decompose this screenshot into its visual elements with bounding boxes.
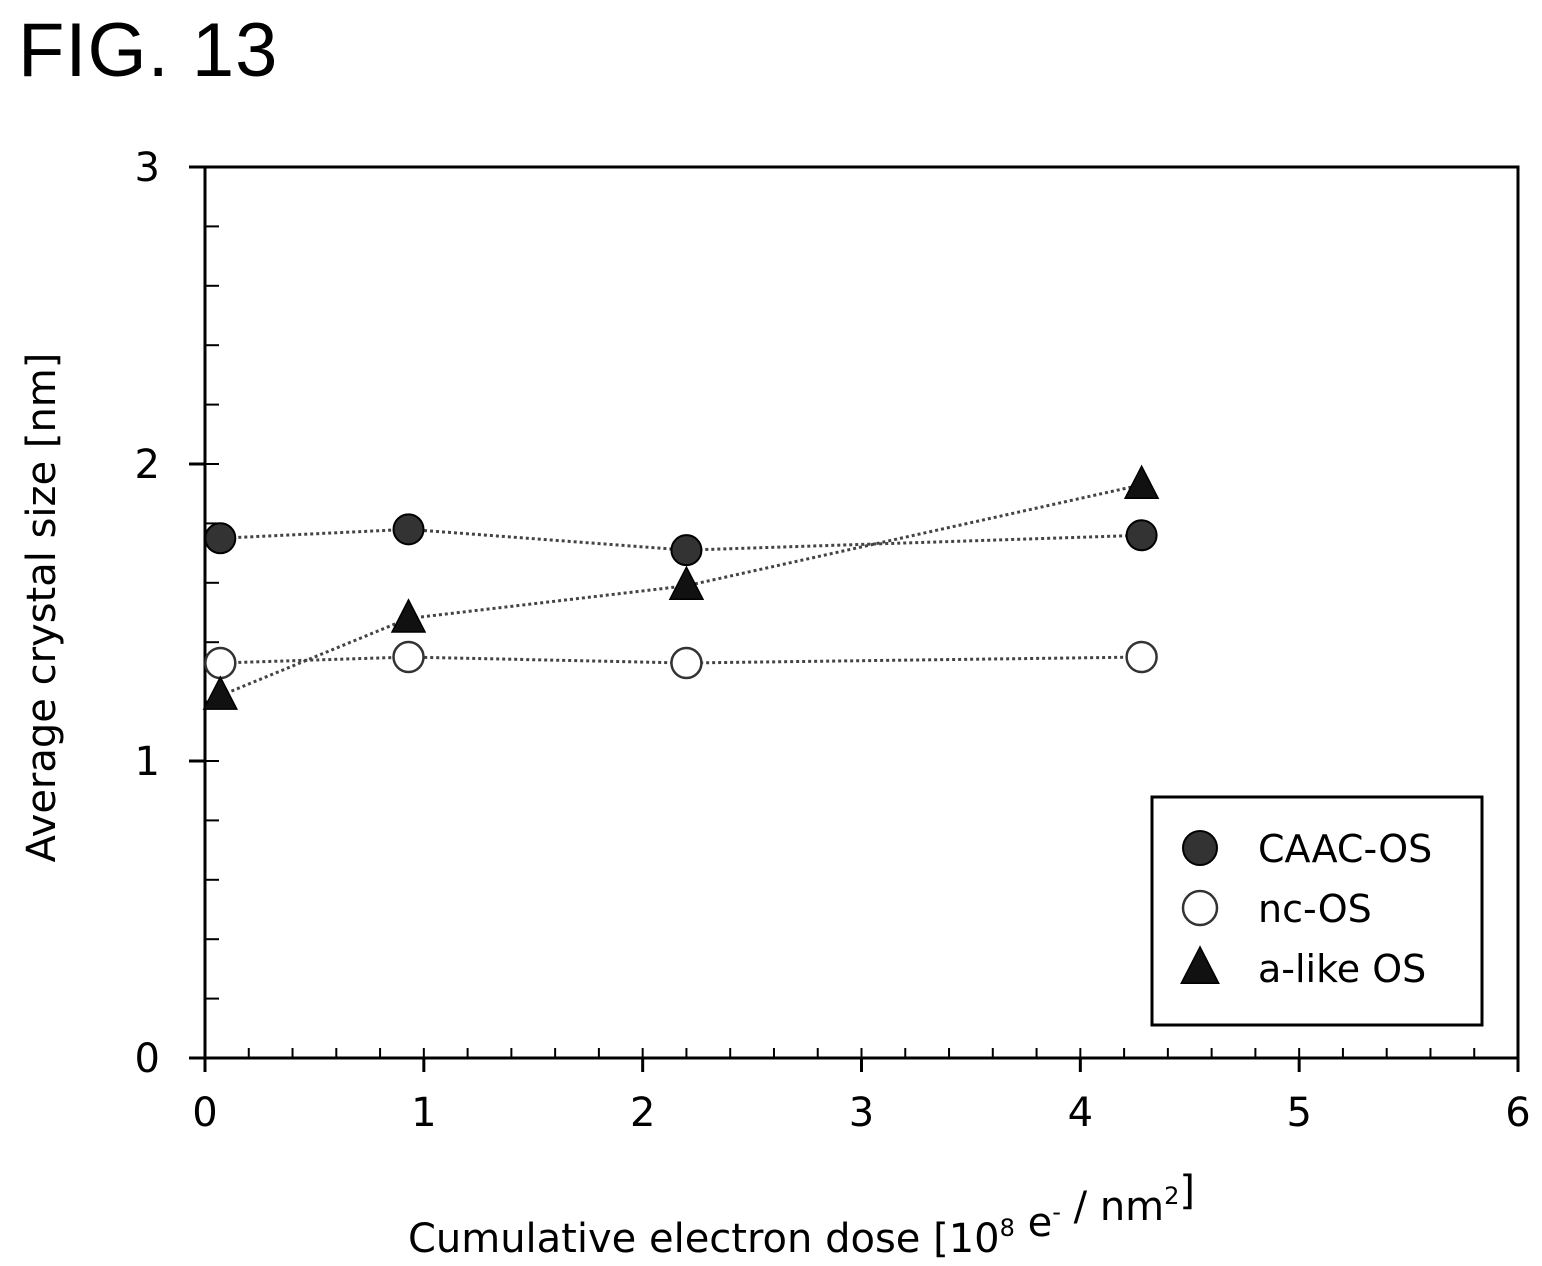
series-nc-os: [204, 640, 1158, 680]
legend: CAAC-OS nc-OS a-like OS: [1150, 795, 1484, 1027]
x-tick-label: 4: [1068, 1090, 1093, 1136]
legend-marker: [1180, 945, 1220, 985]
x-tick-label: 6: [1505, 1090, 1530, 1136]
data-point: [392, 640, 425, 674]
y-tick-label: 1: [135, 739, 160, 785]
data-point: [204, 646, 237, 680]
y-tick-label: 2: [135, 442, 160, 488]
x-tick-label: 2: [630, 1090, 655, 1136]
data-point: [1125, 519, 1158, 552]
legend-marker: [1182, 830, 1218, 866]
data-point: [670, 534, 703, 567]
data-point: [670, 646, 703, 680]
x-tick-label: 3: [849, 1090, 874, 1136]
legend-label: a-like OS: [1258, 947, 1426, 991]
x-tick-label: 5: [1286, 1090, 1311, 1136]
series-layer: [202, 464, 1160, 710]
x-tick-label: 1: [411, 1090, 436, 1136]
data-point: [392, 513, 425, 546]
data-point: [202, 675, 239, 710]
series-caac-os: [204, 513, 1158, 567]
y-tick-label: 3: [135, 145, 160, 191]
legend-marker: [1181, 889, 1219, 927]
x-axis-title: Cumulative electron dose [108 e- / nm2]: [408, 1168, 1195, 1262]
data-point: [390, 598, 427, 633]
series-a-like-os: [202, 464, 1160, 710]
x-tick-label: 0: [192, 1090, 217, 1136]
figure-label: FIG. 13: [18, 8, 279, 93]
axes: 0 1 2 3 4 5 6 0 1 2 3 Cumulative electron dose [108…: [19, 145, 1531, 1262]
y-axis-title: Average crystal size [nm]: [19, 353, 65, 863]
legend-label: CAAC-OS: [1258, 827, 1432, 871]
legend-label: nc-OS: [1258, 887, 1372, 931]
data-point: [1123, 464, 1160, 500]
data-point: [668, 565, 705, 601]
series-line: [219, 483, 1142, 698]
data-point: [204, 522, 237, 555]
y-tick-label: 0: [135, 1036, 160, 1082]
data-point: [1125, 640, 1158, 674]
